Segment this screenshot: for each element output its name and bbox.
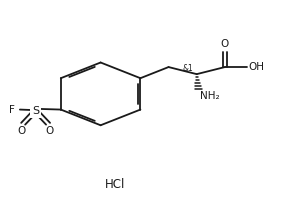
Text: F: F: [9, 105, 15, 115]
Text: HCl: HCl: [105, 178, 126, 192]
Text: O: O: [18, 126, 26, 136]
Text: O: O: [45, 126, 54, 136]
Text: S: S: [32, 106, 39, 116]
Text: OH: OH: [249, 62, 265, 72]
Text: O: O: [221, 40, 229, 50]
Text: NH₂: NH₂: [200, 91, 219, 101]
Text: &1: &1: [182, 63, 193, 73]
